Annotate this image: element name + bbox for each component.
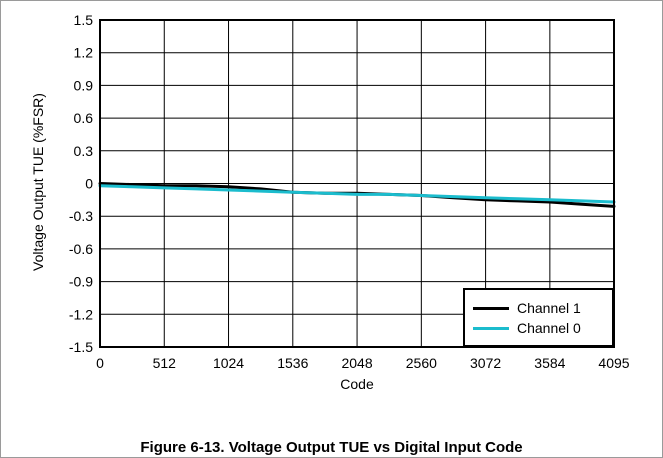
y-tick-label: 0.6 <box>74 110 94 126</box>
legend-swatch-channel-1 <box>473 306 509 310</box>
y-tick-labels: 1.5 1.2 0.9 0.6 0.3 0 -0.3 -0.6 -0.9 -1.2 -1.5 <box>69 12 93 355</box>
y-tick-label: 1.5 <box>74 12 94 28</box>
series-line-channel-0 <box>98 184 616 204</box>
x-tick-label: 2560 <box>406 355 437 371</box>
y-axis-label: Voltage Output TUE (%FSR) <box>30 93 46 271</box>
y-tick-label: 0.3 <box>74 143 94 159</box>
legend: Channel 1 Channel 0 <box>463 288 614 347</box>
y-tick-label: -1.2 <box>69 306 93 322</box>
y-tick-label: 0.9 <box>74 77 94 93</box>
y-tick-label: -0.6 <box>69 241 93 257</box>
x-tick-label: 0 <box>96 355 104 371</box>
x-tick-label: 512 <box>153 355 177 371</box>
y-tick-label: -1.5 <box>69 339 93 355</box>
x-tick-label: 3584 <box>534 355 565 371</box>
x-tick-labels: 0 512 1024 1536 2048 2560 3072 3584 4095 <box>96 355 630 371</box>
plot-border <box>99 19 615 348</box>
legend-label-channel-1: Channel 1 <box>517 300 581 316</box>
figure-caption: Figure 6-13. Voltage Output TUE vs Digit… <box>140 439 523 456</box>
legend-swatch-channel-0 <box>473 326 509 330</box>
x-tick-label: 1024 <box>213 355 244 371</box>
legend-item-channel-0: Channel 0 <box>473 319 581 337</box>
series-layer <box>98 182 616 208</box>
y-tick-label: -0.3 <box>69 208 93 224</box>
x-tick-label: 4095 <box>598 355 629 371</box>
legend-item-channel-1: Channel 1 <box>473 299 581 317</box>
y-tick-label: 1.2 <box>74 45 94 61</box>
y-tick-label: -0.9 <box>69 274 93 290</box>
x-tick-label: 2048 <box>341 355 372 371</box>
x-tick-label: 1536 <box>277 355 308 371</box>
legend-label-channel-0: Channel 0 <box>517 320 581 336</box>
x-tick-label: 3072 <box>470 355 501 371</box>
y-tick-label: 0 <box>85 176 93 192</box>
x-axis-label: Code <box>340 376 374 392</box>
